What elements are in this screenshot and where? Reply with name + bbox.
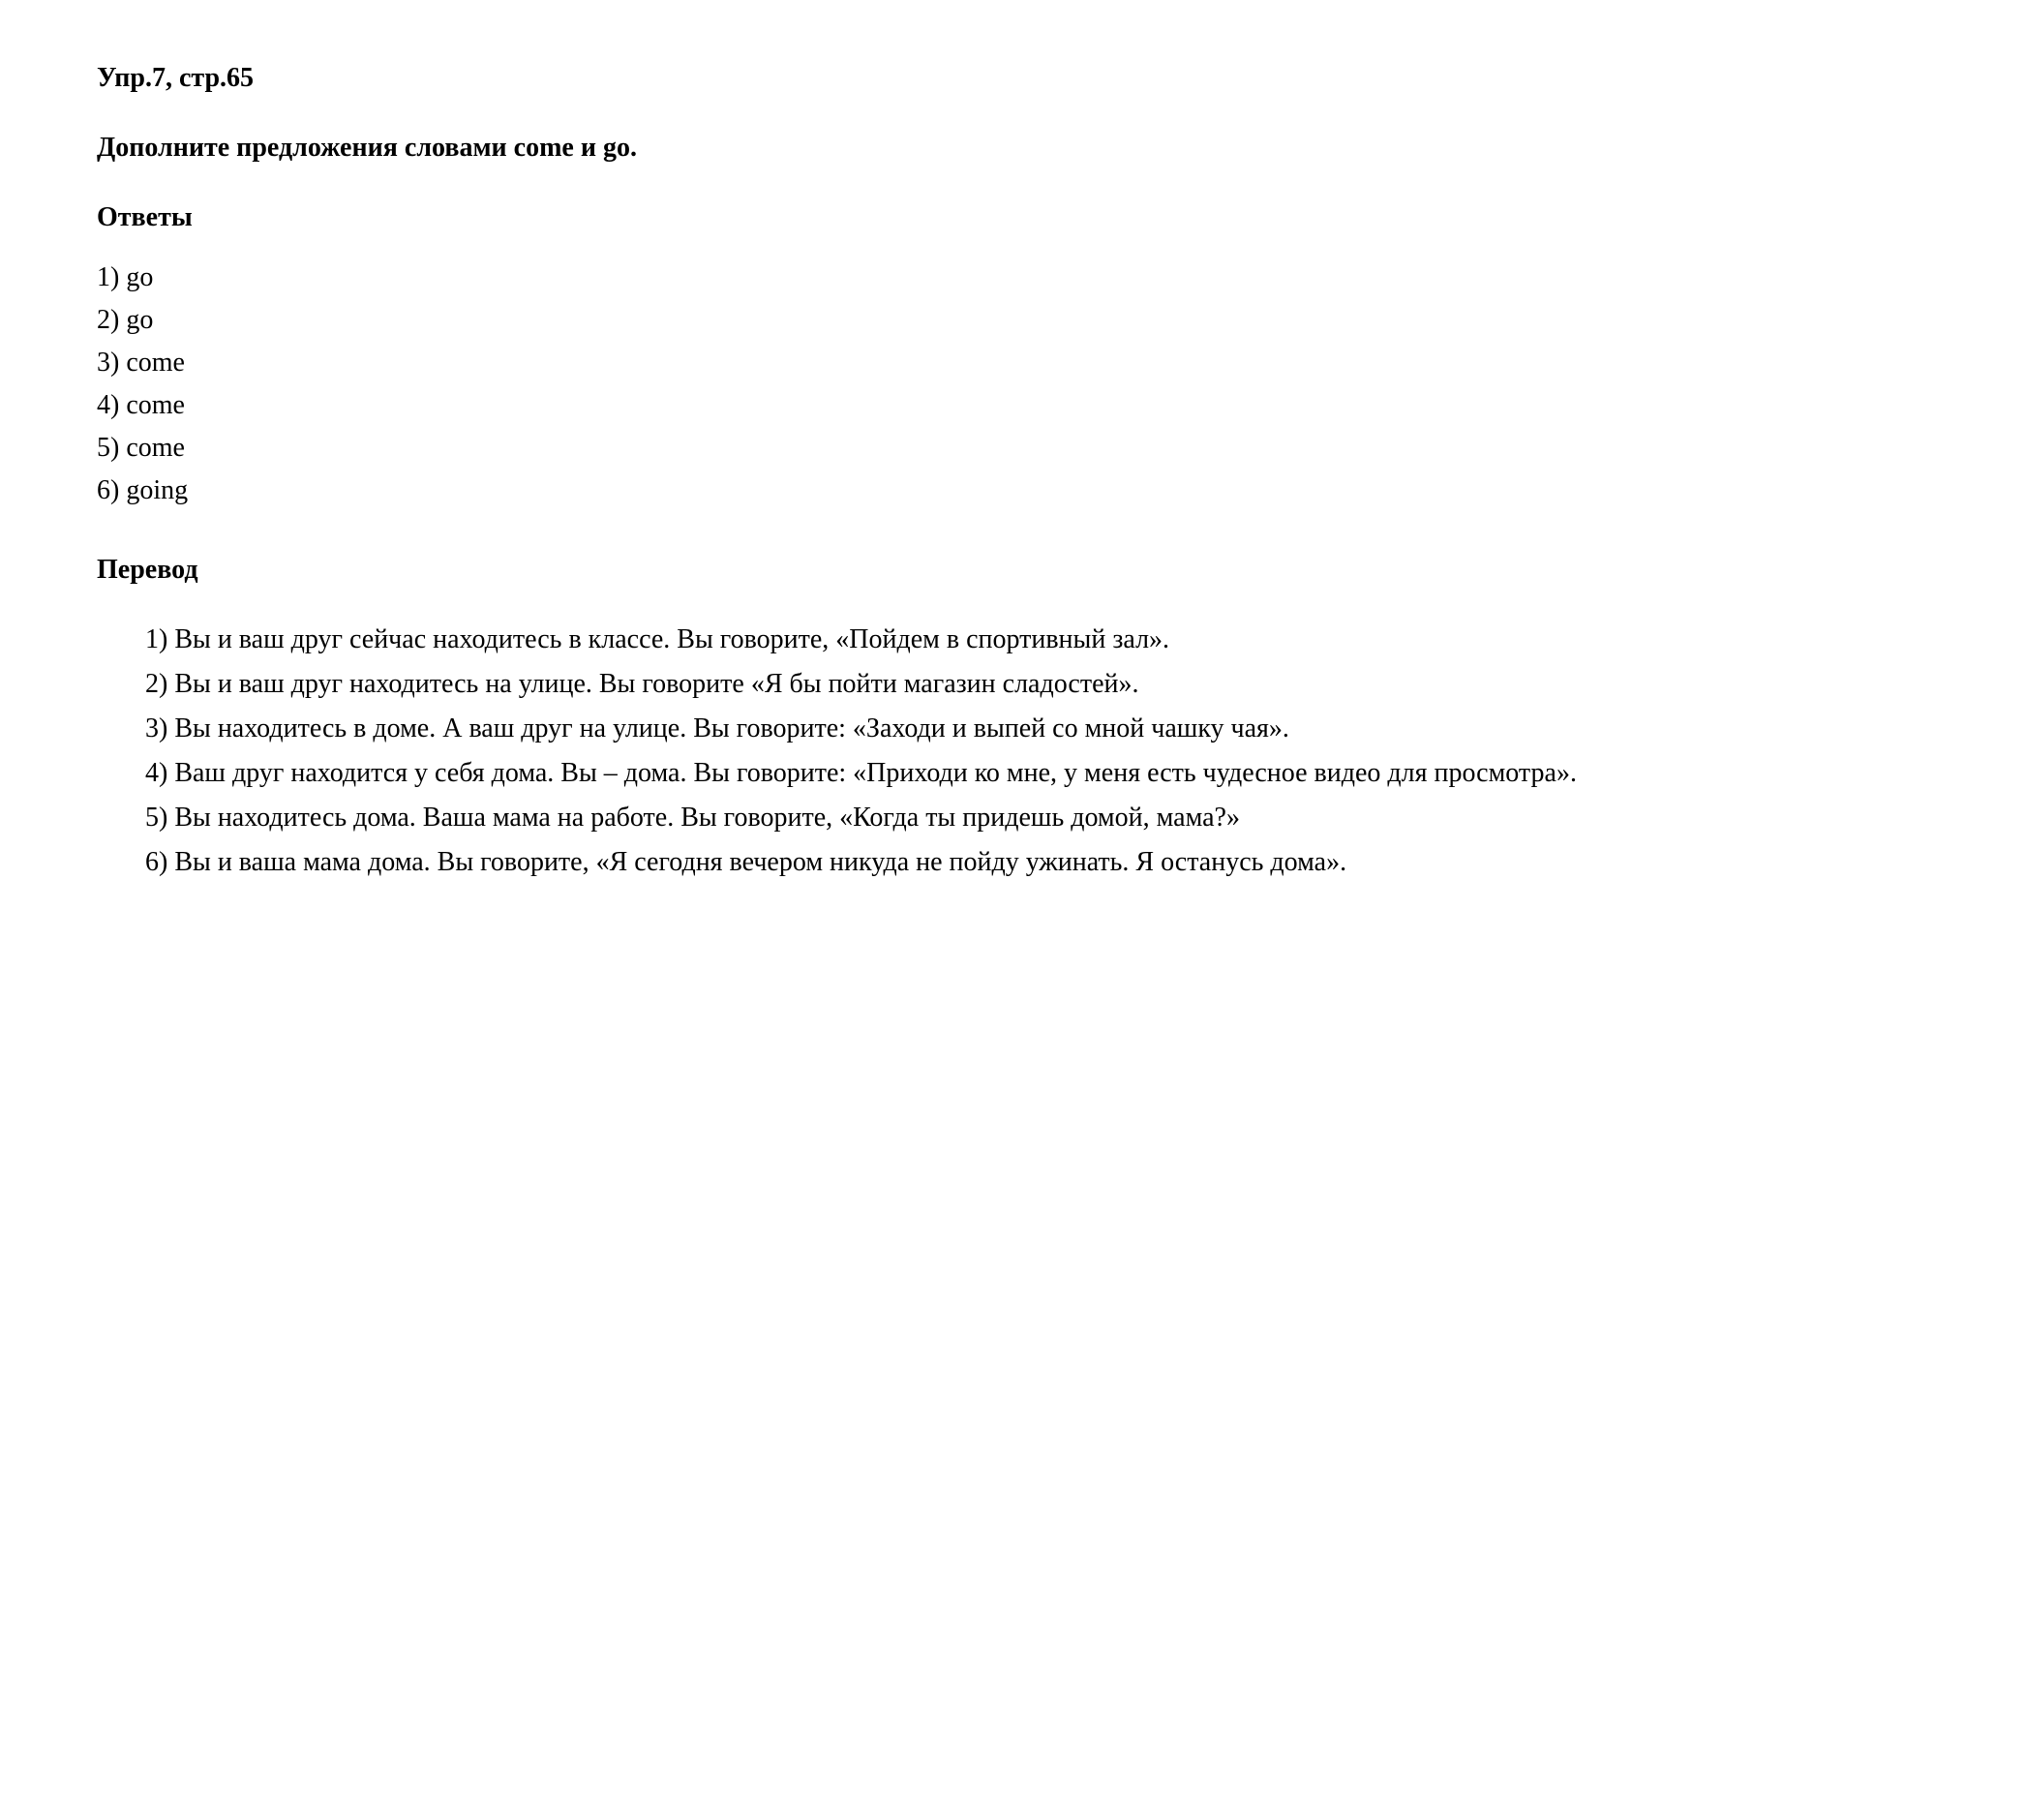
answer-item: 3) come <box>97 343 1927 383</box>
exercise-header: Упр.7, стр.65 <box>97 58 1927 99</box>
translation-item: 5) Вы находитесь дома. Ваша мама на рабо… <box>97 798 1927 838</box>
translation-item: 2) Вы и ваш друг находитесь на улице. Вы… <box>97 664 1927 705</box>
translation-item: 4) Ваш друг находится у себя дома. Вы – … <box>97 753 1927 794</box>
translation-list: 1) Вы и ваш друг сейчас находитесь в кла… <box>97 620 1927 883</box>
answer-item: 1) go <box>97 258 1927 298</box>
answer-item: 2) go <box>97 300 1927 341</box>
answer-item: 4) come <box>97 385 1927 426</box>
translation-item: 6) Вы и ваша мама дома. Вы говорите, «Я … <box>97 842 1927 883</box>
answer-item: 5) come <box>97 428 1927 469</box>
instruction-text: Дополните предложения словами come и go. <box>97 128 1927 168</box>
answers-list: 1) go 2) go 3) come 4) come 5) come 6) g… <box>97 258 1927 511</box>
translation-title: Перевод <box>97 550 1927 591</box>
answers-title: Ответы <box>97 197 1927 238</box>
translation-item: 1) Вы и ваш друг сейчас находитесь в кла… <box>97 620 1927 660</box>
translation-item: 3) Вы находитесь в доме. А ваш друг на у… <box>97 709 1927 749</box>
answer-item: 6) going <box>97 470 1927 511</box>
